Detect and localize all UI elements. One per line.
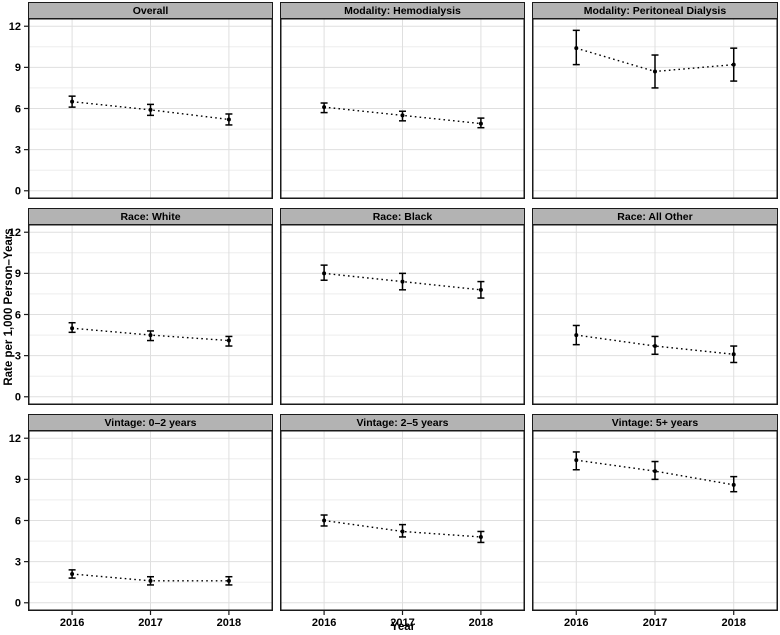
x-tick-label: 2016 (312, 617, 336, 629)
y-tick-label: 9 (15, 474, 21, 486)
pointrange-series (572, 324, 738, 364)
facet-plot-svg (280, 18, 525, 199)
y-tick-label: 0 (15, 392, 21, 404)
y-tick-label: 3 (15, 350, 21, 362)
y-tick-label: 6 (15, 515, 21, 527)
y-tick-label: 0 (15, 598, 21, 610)
y-tick-label: 12 (9, 227, 21, 239)
facet-race-all-other: Race: All Other (532, 208, 778, 405)
y-tick-label: 0 (15, 186, 21, 198)
y-tick-label: 12 (9, 21, 21, 33)
facet-overall: Overall 0 3 6 9 12 (9, 2, 273, 199)
y-tick-label: 9 (15, 62, 21, 74)
facet-vintage-5+-years: Vintage: 5+ years 2016 2017 2018 (532, 414, 778, 629)
x-tick-label: 2018 (469, 617, 493, 629)
y-tick-label: 6 (15, 309, 21, 321)
facet-plot-svg: 0 3 6 9 12 (9, 224, 273, 405)
facet-strip-title: Race: Black (280, 208, 525, 225)
x-tick-label: 2017 (643, 617, 667, 629)
x-tick-label: 2018 (217, 617, 241, 629)
facet-strip-title: Race: All Other (532, 208, 778, 225)
facet-plot-svg (532, 18, 778, 199)
x-tick-label: 2017 (390, 617, 414, 629)
pointrange-series (320, 102, 485, 129)
y-axis-title: Rate per 1,000 Person–Years (3, 228, 15, 386)
facet-strip-title: Race: White (28, 208, 273, 225)
pointrange-series (320, 264, 485, 299)
facet-strip-title: Modality: Hemodialysis (280, 2, 525, 19)
facet-plot-svg (532, 224, 778, 405)
x-tick-label: 2016 (564, 617, 588, 629)
facet-plot-svg (280, 224, 525, 405)
y-tick-label: 3 (15, 144, 21, 156)
pointrange-series (68, 95, 233, 126)
facet-strip-title: Vintage: 2–5 years (280, 414, 525, 431)
pointrange-series (68, 321, 233, 347)
x-tick-label: 2016 (60, 617, 84, 629)
facet-plot-svg: 0 3 6 9 12 2016 2017 2018 (9, 430, 273, 629)
x-tick-label: 2018 (721, 617, 745, 629)
facet-modality-hemodialysis: Modality: Hemodialysis (280, 2, 525, 199)
y-tick-label: 6 (15, 103, 21, 115)
y-tick-label: 3 (15, 556, 21, 568)
pointrange-series (320, 514, 485, 544)
pointrange-series (68, 569, 233, 586)
x-axis-title: Year (390, 621, 416, 633)
pointrange-series (572, 451, 738, 493)
x-tick-label: 2017 (138, 617, 162, 629)
facet-strip-title: Vintage: 0–2 years (28, 414, 273, 431)
pointrange-series (572, 29, 738, 89)
facet-vintage-2-5-years: Vintage: 2–5 years 2016 2017 2018 (280, 414, 525, 629)
y-tick-label: 12 (9, 433, 21, 445)
facet-race-black: Race: Black (280, 208, 525, 405)
facet-strip-title: Vintage: 5+ years (532, 414, 778, 431)
y-tick-label: 9 (15, 268, 21, 280)
facet-strip-title: Overall (28, 2, 273, 19)
facet-plot-svg: 0 3 6 9 12 (9, 18, 273, 199)
facet-plot-svg: 2016 2017 2018 (532, 430, 778, 629)
facet-plot-svg: 2016 2017 2018 (280, 430, 525, 629)
facet-strip-title: Modality: Peritoneal Dialysis (532, 2, 778, 19)
facet-modality-peritoneal-dialysis: Modality: Peritoneal Dialysis (532, 2, 778, 199)
facet-race-white: Race: White 0 3 6 9 12 (9, 208, 273, 405)
facet-vintage-0-2-years: Vintage: 0–2 years 0 3 6 9 12 2016 2017 2018 (9, 414, 273, 629)
